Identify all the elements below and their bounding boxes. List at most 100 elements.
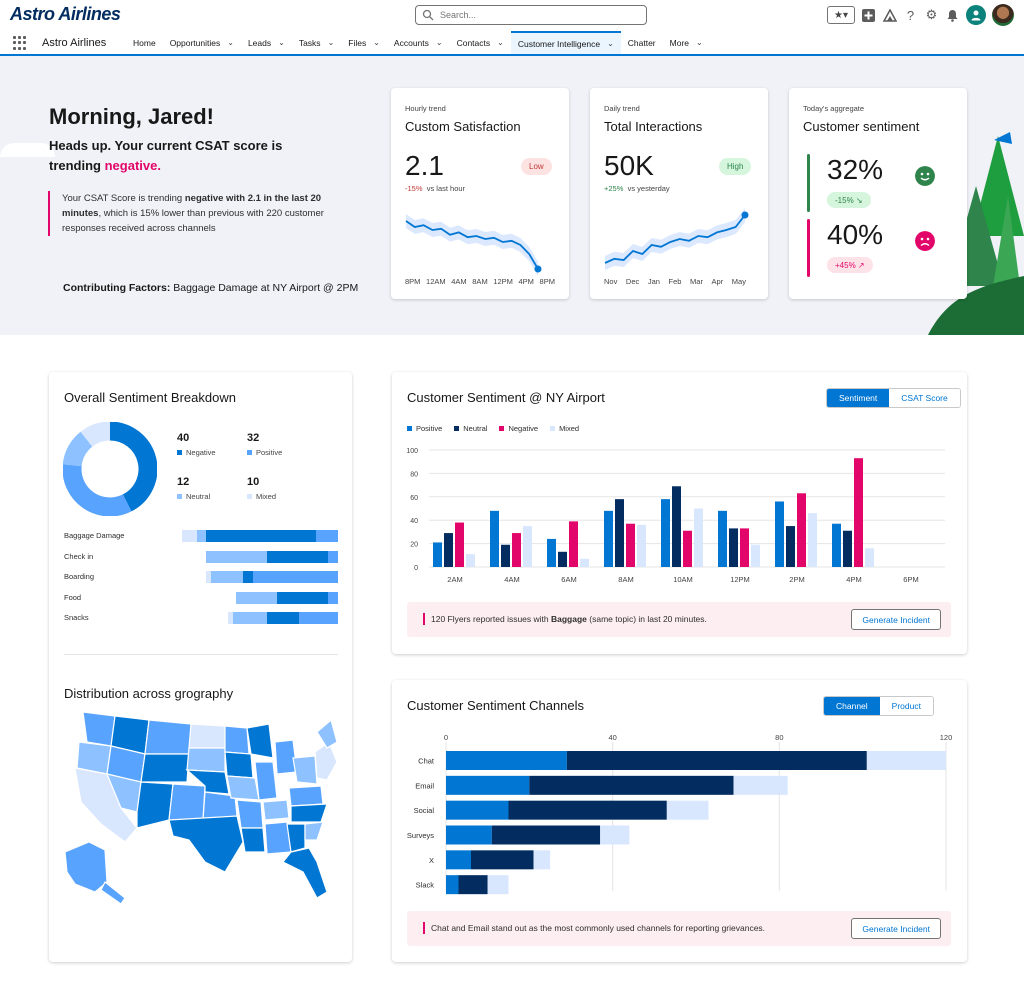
trend-axis: 8PM 12AM 4AM 8AM 12PM 4PM 8PM	[405, 277, 555, 286]
topic-bar-segment	[252, 571, 338, 583]
chevron-down-icon[interactable]: ⌄	[435, 38, 443, 47]
trend-axis: Nov Dec Jan Feb Mar Apr May	[604, 277, 746, 286]
tab-tasks[interactable]: Tasks ⌄	[292, 31, 341, 54]
topic-row[interactable]: Boarding	[64, 571, 338, 583]
bar-segment-email	[733, 775, 788, 795]
map-title: Distribution across grography	[64, 686, 234, 701]
x-tick-label: 120	[940, 733, 953, 742]
chevron-down-icon[interactable]: ⌄	[227, 38, 234, 47]
kpi-card-interactions[interactable]: Daily trend Total Interactions 50K High …	[590, 88, 768, 299]
confidence-band	[406, 214, 538, 276]
topic-bar-segment	[206, 550, 268, 563]
cloud-decoration	[0, 143, 55, 157]
kpi-card-sentiment[interactable]: Today's aggregate Customer sentiment 32%…	[789, 88, 967, 299]
topic-row[interactable]: Baggage Damage	[64, 530, 338, 542]
headsup-text: Heads up. Your current CSAT score is tre…	[49, 138, 283, 173]
axis-tick: Apr	[711, 277, 724, 286]
search-input[interactable]	[440, 10, 630, 20]
generate-incident-button[interactable]: Generate Incident	[851, 918, 941, 939]
chevron-down-icon[interactable]: ⌄	[327, 38, 335, 47]
delta-note: vs yesterday	[627, 184, 670, 193]
favorites-star-icon[interactable]: ★▾	[827, 6, 855, 24]
topic-row[interactable]: Snacks	[64, 612, 338, 624]
topic-label: Boarding	[64, 572, 95, 581]
app-launcher-icon[interactable]	[13, 36, 27, 50]
y-tick-label: Social	[414, 806, 435, 815]
tab-customer-intelligence[interactable]: Customer Intelligence ⌄	[510, 31, 621, 54]
topic-row[interactable]: Check in	[64, 550, 338, 563]
y-tick-label: 60	[410, 495, 418, 502]
generate-incident-button[interactable]: Generate Incident	[851, 609, 941, 630]
bar-positive	[832, 523, 841, 567]
legend-label-row: Negative	[177, 448, 216, 457]
trailhead-icon[interactable]	[882, 8, 897, 23]
bar-segment-chat	[566, 751, 867, 770]
tab-contacts[interactable]: Contacts ⌄	[450, 31, 511, 54]
bar-negative	[797, 493, 806, 567]
bar-negative	[512, 533, 521, 567]
y-tick-label: Surveys	[407, 831, 434, 840]
tab-chatter[interactable]: Chatter	[621, 31, 663, 54]
topic-bar-segment	[206, 530, 317, 542]
bar-segment-slack	[458, 875, 488, 895]
factors-label: Contributing Factors:	[63, 282, 171, 294]
global-search[interactable]	[415, 5, 647, 25]
bar-segment-social	[446, 800, 509, 820]
user-avatar[interactable]	[966, 5, 986, 25]
toggle-csat-score[interactable]: CSAT Score	[889, 389, 960, 407]
kpi-subtitle: Daily trend	[604, 104, 640, 113]
x-tick-label: 6PM	[903, 575, 918, 584]
axis-tick: 12AM	[426, 277, 446, 286]
tab-more[interactable]: More ⌄	[663, 31, 710, 54]
chevron-down-icon[interactable]: ⌄	[278, 38, 285, 47]
tab-opportunities[interactable]: Opportunities ⌄	[163, 31, 241, 54]
topic-bar-segment	[299, 612, 338, 624]
legend-item: Positive	[407, 424, 442, 433]
tab-files[interactable]: Files ⌄	[341, 31, 387, 54]
tab-label: Opportunities	[169, 37, 221, 48]
chevron-down-icon[interactable]: ⌄	[696, 38, 703, 47]
chevron-down-icon[interactable]: ⌄	[497, 38, 504, 47]
kpi-title: Total Interactions	[604, 119, 703, 134]
axis-tick: May	[731, 277, 746, 286]
view-toggle[interactable]: Sentiment CSAT Score	[826, 388, 961, 408]
toggle-product[interactable]: Product	[879, 697, 933, 715]
toggle-sentiment[interactable]: Sentiment	[827, 389, 890, 407]
panel-title: Customer Sentiment Channels	[407, 698, 585, 713]
view-toggle[interactable]: Channel Product	[823, 696, 934, 716]
tab-accounts[interactable]: Accounts ⌄	[387, 31, 450, 54]
donut-slice-neutral	[63, 431, 93, 467]
channel-alert: Chat and Email stand out as the most com…	[407, 911, 951, 946]
help-icon[interactable]: ?	[906, 7, 915, 23]
chevron-down-icon[interactable]: ⌄	[373, 38, 380, 47]
profile-photo[interactable]	[992, 4, 1014, 26]
toggle-channel[interactable]: Channel	[824, 697, 880, 715]
status-badge: Low	[521, 158, 552, 175]
add-icon[interactable]	[861, 8, 876, 23]
alert-prefix: 120 Flyers reported issues with	[431, 614, 551, 624]
bar-positive	[547, 538, 556, 567]
kpi-card-satisfaction[interactable]: Hourly trend Custom Satisfaction 2.1 Low…	[391, 88, 569, 299]
astro-airlines-logo[interactable]: Astro Airlines	[10, 4, 121, 24]
confidence-band	[605, 208, 745, 270]
tab-label: More	[669, 37, 690, 48]
topic-row[interactable]: Food	[64, 591, 338, 604]
topic-bar-segment	[328, 550, 338, 563]
bar-positive	[604, 510, 613, 567]
tab-label: Leads	[247, 37, 272, 48]
x-tick-label: 8AM	[618, 575, 633, 584]
tab-label: Accounts	[393, 37, 429, 48]
sentiment-breakdown-panel: Overall Sentiment Breakdown 40 Negative 3…	[49, 372, 352, 962]
setup-gear-icon[interactable]: ⚙	[925, 7, 938, 22]
kpi-subtitle: Today's aggregate	[803, 104, 865, 113]
notification-bell-icon[interactable]	[945, 8, 960, 23]
headsup-negative: negative.	[104, 158, 161, 173]
kpi-subtitle: Hourly trend	[405, 104, 446, 113]
bar-segment-slack	[487, 875, 509, 895]
bar-segment-social	[666, 800, 709, 820]
tab-leads[interactable]: Leads ⌄	[241, 31, 292, 54]
topic-bar-segment	[182, 530, 197, 542]
us-distribution-map	[65, 712, 337, 905]
chevron-down-icon[interactable]: ⌄	[607, 39, 614, 48]
tab-home[interactable]: Home	[126, 31, 163, 54]
